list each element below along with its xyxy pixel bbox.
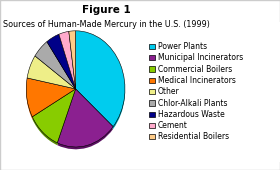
Wedge shape bbox=[59, 31, 76, 89]
Wedge shape bbox=[26, 78, 76, 117]
Wedge shape bbox=[47, 34, 76, 89]
Wedge shape bbox=[32, 89, 76, 143]
Legend: Power Plants, Municipal Incinerators, Commercial Boilers, Medical Incinerators, : Power Plants, Municipal Incinerators, Co… bbox=[149, 42, 243, 141]
Wedge shape bbox=[35, 44, 76, 91]
Wedge shape bbox=[27, 56, 76, 89]
Wedge shape bbox=[57, 91, 113, 149]
Wedge shape bbox=[27, 58, 76, 91]
Wedge shape bbox=[32, 91, 76, 145]
Text: Figure 1: Figure 1 bbox=[82, 5, 131, 15]
Wedge shape bbox=[47, 37, 76, 91]
Wedge shape bbox=[26, 80, 76, 119]
Wedge shape bbox=[76, 33, 125, 129]
Text: Sources of Human-Made Mercury in the U.S. (1999): Sources of Human-Made Mercury in the U.S… bbox=[3, 20, 210, 29]
Wedge shape bbox=[69, 31, 76, 89]
Wedge shape bbox=[35, 42, 76, 89]
Wedge shape bbox=[76, 31, 125, 127]
Wedge shape bbox=[57, 89, 113, 147]
Wedge shape bbox=[69, 33, 76, 91]
Wedge shape bbox=[59, 34, 76, 91]
